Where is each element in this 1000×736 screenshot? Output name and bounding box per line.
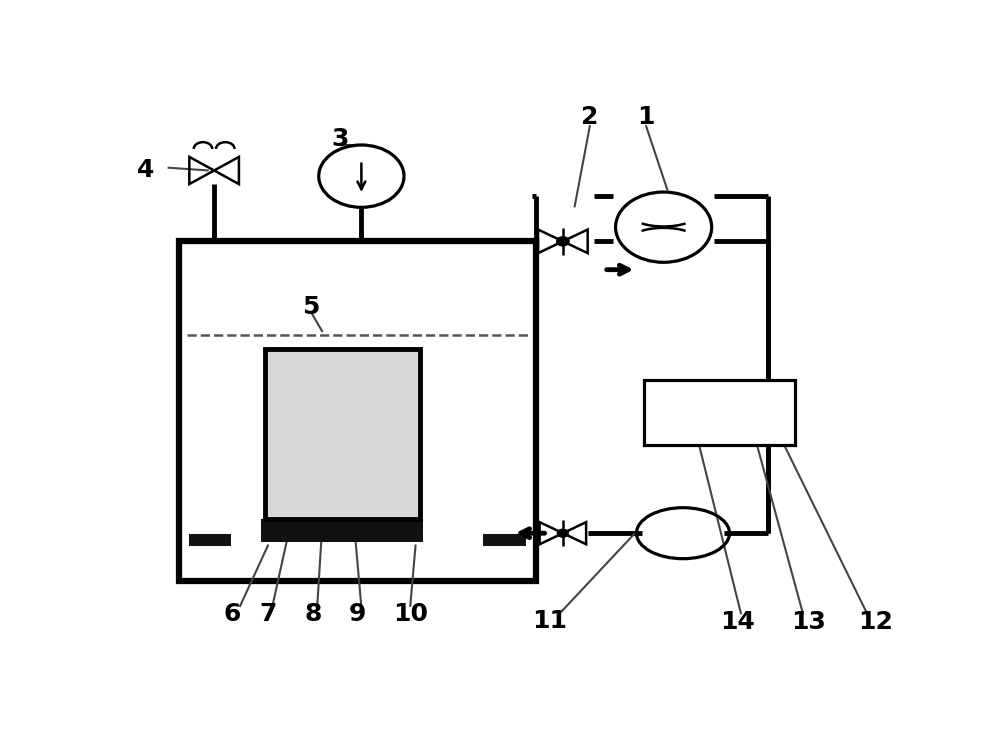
Text: 9: 9	[349, 602, 366, 626]
Text: 10: 10	[393, 602, 428, 626]
Text: 6: 6	[223, 602, 241, 626]
Text: 14: 14	[720, 610, 755, 634]
Text: 1: 1	[637, 105, 655, 129]
Text: 12: 12	[858, 610, 893, 634]
Text: 3: 3	[332, 127, 349, 152]
Text: 4: 4	[137, 158, 155, 183]
Text: 2: 2	[581, 105, 599, 129]
Bar	[179, 241, 536, 581]
Text: 7: 7	[260, 602, 277, 626]
Bar	[264, 349, 420, 519]
Bar	[264, 349, 420, 519]
Bar	[189, 534, 231, 546]
Bar	[261, 519, 423, 542]
Text: 8: 8	[305, 602, 322, 626]
Text: 5: 5	[302, 294, 320, 319]
Text: 11: 11	[532, 609, 567, 633]
Circle shape	[557, 529, 568, 537]
Bar	[483, 534, 526, 546]
Circle shape	[557, 237, 569, 246]
Text: 13: 13	[791, 610, 826, 634]
Bar	[644, 381, 795, 445]
